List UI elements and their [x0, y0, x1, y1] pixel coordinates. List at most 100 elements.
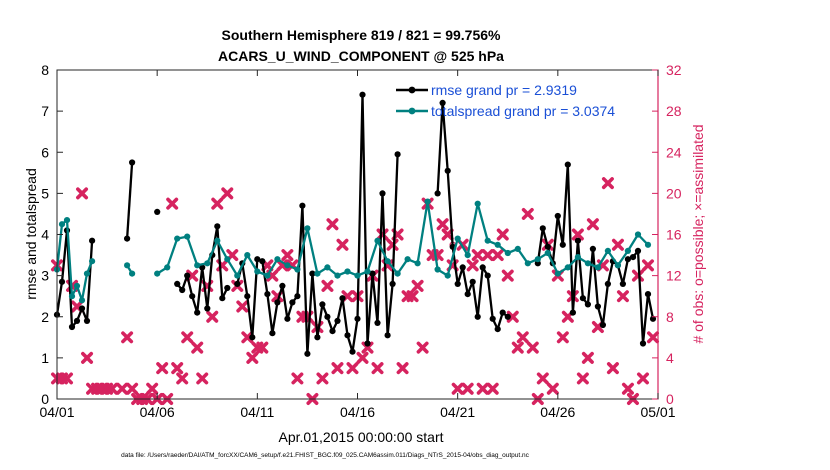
rmse-point [304, 350, 311, 357]
spread-point [244, 252, 251, 259]
rmse-point [364, 340, 371, 347]
obs-assimilated-marker [576, 372, 589, 385]
obs-assimilated-marker [441, 228, 454, 241]
spread-point [73, 282, 81, 289]
rmse-point [459, 264, 466, 271]
obs-assimilated-marker [206, 310, 219, 323]
spread-point [434, 266, 441, 273]
rmse-series-line [125, 162, 134, 239]
rmse-point [369, 270, 376, 277]
y-tick-label: 5 [41, 185, 49, 201]
rmse-point [244, 293, 251, 300]
rmse-point [83, 317, 91, 324]
rmse-point [359, 91, 366, 98]
spread-point [504, 249, 511, 257]
obs-assimilated-marker [451, 382, 464, 395]
y2-tick-label: 24 [666, 144, 682, 160]
rmse-point [259, 258, 266, 265]
obs-assimilated-marker [556, 331, 569, 344]
rmse-point [469, 278, 476, 285]
rmse-point [599, 321, 607, 329]
rmse-point [334, 317, 341, 324]
obs-assimilated-marker [276, 259, 289, 272]
obs-assimilated-marker [616, 290, 629, 303]
rmse-point [374, 319, 381, 326]
obs-assimilated-marker [571, 228, 584, 241]
rmse-point [349, 348, 356, 355]
rmse-point [324, 313, 331, 320]
obs-assimilated-marker [501, 269, 514, 282]
rmse-point [174, 280, 181, 287]
rmse-point [204, 305, 211, 312]
y2-tick-label: 12 [666, 268, 682, 284]
spread-point [304, 225, 311, 232]
spread-point [354, 272, 361, 279]
rmse-point [569, 309, 577, 316]
rmse-point [339, 295, 346, 302]
plot-frame [56, 69, 659, 400]
spread-point [214, 237, 221, 244]
spread-point [594, 264, 602, 271]
y-tick-label: 3 [41, 268, 49, 284]
obs-assimilated-marker [221, 187, 234, 200]
rmse-point [73, 317, 81, 324]
obs-assimilated-marker [176, 372, 189, 385]
y-tick-label: 6 [41, 144, 49, 160]
rmse-point [264, 291, 271, 298]
rmse-point [344, 332, 351, 339]
spread-point [334, 272, 341, 279]
obs-assimilated-marker [641, 259, 654, 272]
obs-assimilated-marker [436, 218, 449, 231]
obs-assimilated-marker [461, 382, 474, 395]
spread-point [129, 270, 136, 277]
rmse-point [624, 256, 632, 263]
obs-assimilated-marker [486, 382, 499, 395]
y2-tick-label: 20 [666, 185, 682, 201]
rmse-point [299, 202, 306, 209]
obs-assimilated-marker [256, 341, 269, 354]
spread-point [644, 241, 652, 248]
rmse-point [179, 286, 186, 294]
obs-assimilated-marker [321, 279, 334, 292]
rmse-point [214, 223, 221, 230]
obs-assimilated-marker [586, 218, 599, 231]
spread-point [634, 231, 642, 238]
spread-point [364, 268, 371, 275]
rmse-point [489, 315, 496, 322]
y2-axis-label: # of obs: o=possible; ×=assimilated [690, 124, 706, 343]
spread-point [254, 268, 261, 275]
rmse-point [554, 212, 561, 220]
rmse-point [479, 264, 486, 271]
obs-assimilated-marker [376, 228, 389, 241]
spread-point [384, 258, 391, 265]
spread-point [294, 266, 301, 273]
spread-point [154, 270, 161, 277]
rmse-point [444, 167, 451, 174]
rmse-point [494, 326, 501, 333]
rmse-point [394, 151, 401, 158]
x-tick-label: 04/06 [140, 404, 175, 420]
rmse-point [454, 280, 461, 287]
rmse-point [439, 99, 446, 106]
obs-assimilated-marker [61, 372, 74, 385]
x-tick-label: 04/21 [440, 404, 475, 420]
rmse-point [484, 272, 491, 279]
obs-assimilated-marker [631, 269, 644, 282]
y2-tick-label: 32 [666, 62, 682, 78]
spread-point [564, 264, 571, 271]
rmse-point [189, 293, 196, 300]
rmse-point [184, 272, 191, 279]
obs-assimilated-marker [636, 372, 649, 385]
obs-assimilated-marker [611, 238, 624, 251]
spread-point [554, 270, 561, 277]
rmse-point [559, 241, 566, 248]
y2-tick-label: 8 [666, 309, 674, 325]
chart-subtitle: ACARS_U_WIND_COMPONENT @ 525 hPa [218, 48, 504, 64]
obs-assimilated-marker [526, 341, 539, 354]
rmse-point [619, 280, 627, 287]
spread-point [58, 221, 66, 228]
legend-spread-marker [408, 107, 416, 115]
y-tick-label: 0 [41, 391, 49, 407]
rmse-point [199, 264, 206, 271]
rmse-series-line [236, 93, 399, 355]
